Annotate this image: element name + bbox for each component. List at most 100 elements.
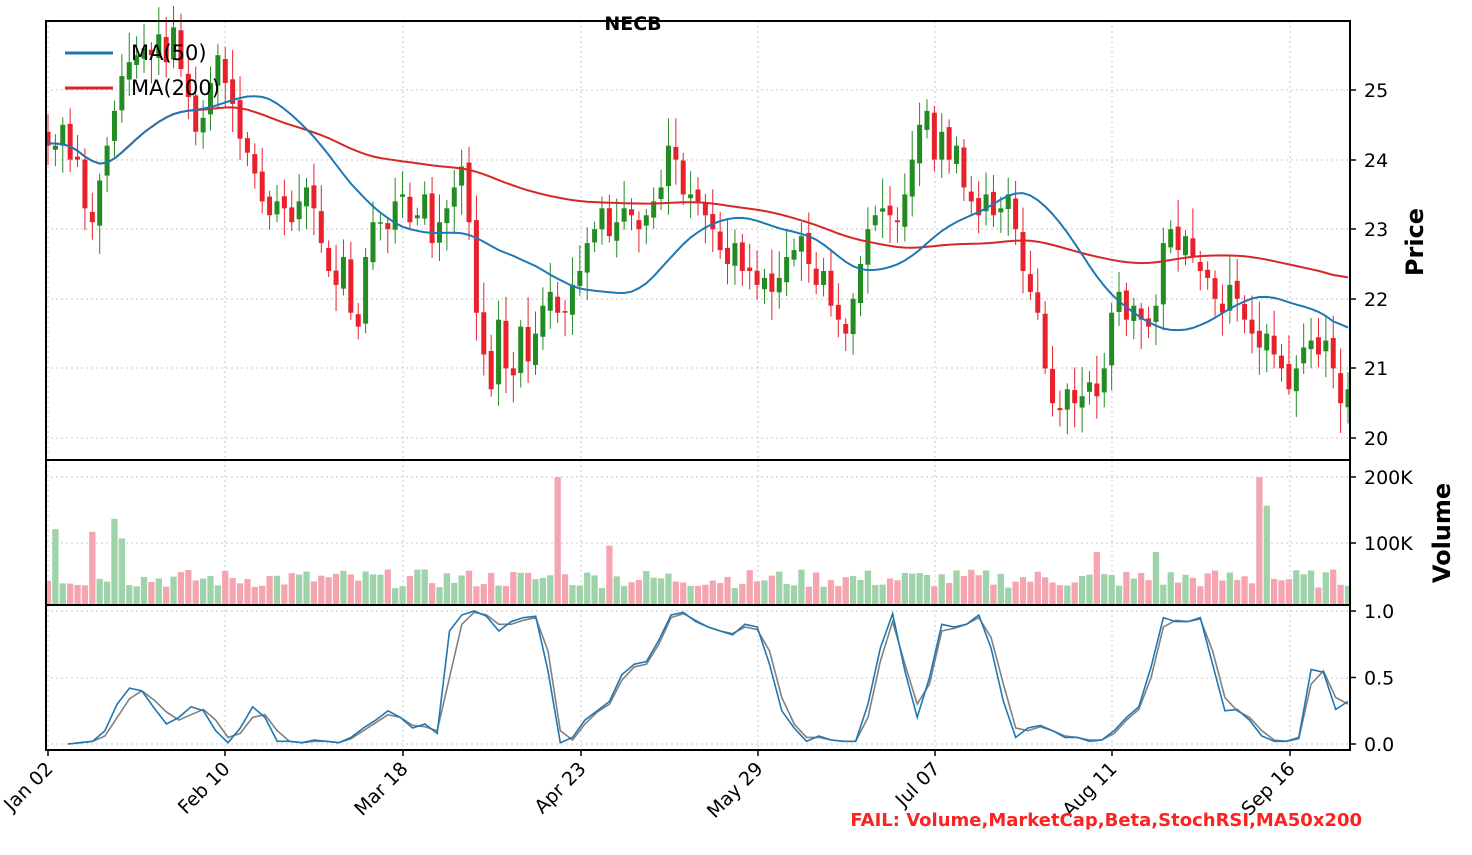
volume-bar [148,581,155,604]
candle-body [1264,333,1270,351]
candle-body [1308,340,1314,350]
volume-bar [502,585,510,604]
volume-bar [584,572,591,604]
volume-bar [428,583,436,604]
volume-bar [665,573,672,604]
volume-bar [192,580,199,604]
candle-body [1330,337,1336,369]
candle-body [1183,236,1188,256]
volume-bar [1115,585,1123,604]
candle-body [60,124,66,146]
volume-bar [288,573,295,604]
candle-body [126,62,132,80]
candle-body [1101,368,1107,393]
volume-bar [347,574,354,604]
volume-bar [709,580,716,604]
volume-bar [480,584,487,604]
volume-bar [879,584,886,604]
volume-bar [790,585,798,604]
candle-body [710,214,716,230]
candle-body [569,284,575,315]
candle-body [695,189,701,202]
candle-body [1219,303,1225,313]
volume-bar [295,574,303,604]
ma200-line [47,106,1349,279]
chart-title: NECB [604,13,661,35]
candle-body [1138,308,1144,320]
volume-bar [244,578,251,604]
volume-bar [1248,583,1256,604]
volume-bar [768,575,776,604]
volume-bar [539,577,547,604]
candle-body [798,236,804,252]
candle-body [1212,278,1218,299]
price-tick-label: 22 [1364,289,1388,311]
volume-bar [857,579,864,604]
price-tick-label: 25 [1364,80,1388,102]
candle-body [784,257,790,283]
volume-bar [569,585,576,604]
volume-bar [67,583,74,604]
candle-body [259,171,265,202]
volume-bar [798,569,805,604]
candle-body [725,247,731,264]
candle-body [1168,229,1174,248]
candle-body [909,159,915,197]
volume-bar [458,575,465,604]
volume-bar [236,583,244,604]
candle-body [370,222,376,263]
volume-bar [923,574,931,604]
candle-body [636,220,642,230]
candle-body [1301,347,1307,364]
price-tick-label: 24 [1364,150,1388,172]
volume-bar [1189,577,1197,604]
volume-bar [59,583,66,604]
candle-body [629,209,635,216]
volume-bar [835,585,842,604]
volume-bar [199,578,207,604]
candle-body [429,193,435,244]
candle-body [503,320,509,369]
volume-bar [52,529,59,604]
candle-body [1175,226,1181,251]
candle-body [680,160,686,195]
volume-bar [495,585,502,604]
candle-body [732,243,738,266]
volume-bar [687,585,694,604]
volume-bar [273,575,281,604]
candle-body [702,203,708,216]
candle-body [983,194,989,212]
volume-bar [103,581,111,604]
volume-bar [89,531,96,604]
price-tick-label: 20 [1364,428,1388,450]
volume-bar [1174,582,1182,604]
volume-bar [473,586,480,604]
volume-bar [436,587,443,604]
candle-body [828,270,834,306]
candle-body [326,247,332,271]
volume-bar [717,582,724,604]
volume-bar [207,576,214,604]
candle-body [82,159,88,209]
volume-bar [776,571,783,604]
candle-body [1050,368,1056,404]
volume-bar [214,585,222,604]
volume-bar [140,576,148,604]
volume-tick-label: 200K [1364,467,1413,489]
candle-body [171,27,177,60]
candle-body [665,145,671,187]
volume-bar [739,583,746,604]
volume-bar [118,538,126,604]
candle-body [1249,319,1255,334]
volume-bar [702,584,709,604]
candle-body [89,211,95,223]
candle-body [769,273,775,292]
candle-body [466,162,472,223]
candle-body [1027,274,1033,292]
candle-body [148,49,154,56]
candle-body [333,270,339,285]
candle-body [850,298,856,335]
candle-body [643,215,649,226]
volume-bar [982,570,990,604]
stoch-tick-label: 1.0 [1364,601,1394,623]
